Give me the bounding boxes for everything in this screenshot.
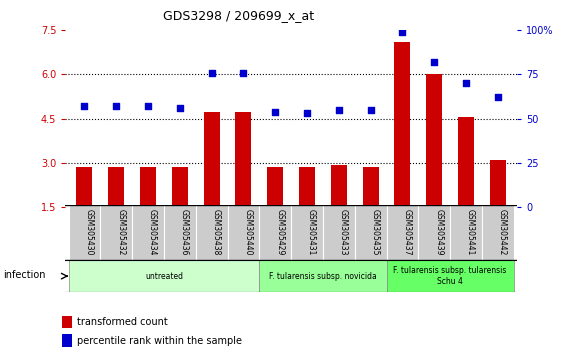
Bar — [260, 260, 386, 292]
Bar — [323, 205, 354, 260]
Text: transformed count: transformed count — [77, 317, 168, 327]
Bar — [172, 167, 188, 251]
Bar — [140, 167, 156, 251]
Point — [112, 103, 121, 109]
Bar — [418, 205, 450, 260]
Bar — [354, 205, 386, 260]
Bar — [260, 205, 291, 260]
Point — [207, 70, 216, 75]
Bar — [236, 112, 252, 251]
Bar — [69, 205, 101, 260]
Bar — [228, 205, 260, 260]
Bar — [268, 167, 283, 251]
Bar — [386, 260, 513, 292]
Bar — [299, 167, 315, 251]
Text: GSM305441: GSM305441 — [466, 209, 475, 256]
Bar — [196, 205, 228, 260]
Point — [80, 103, 89, 109]
Point — [461, 80, 470, 86]
Text: GSM305442: GSM305442 — [498, 209, 507, 256]
Text: GSM305437: GSM305437 — [402, 209, 411, 256]
Text: F. tularensis subsp. novicida: F. tularensis subsp. novicida — [269, 272, 377, 281]
Text: GSM305439: GSM305439 — [434, 209, 443, 256]
Point — [239, 70, 248, 75]
Bar — [482, 205, 513, 260]
Bar — [331, 165, 346, 251]
Bar — [204, 112, 220, 251]
Point — [144, 103, 153, 109]
Bar — [62, 316, 72, 329]
Bar — [458, 117, 474, 251]
Bar — [394, 42, 410, 251]
Bar — [426, 74, 442, 251]
Text: infection: infection — [3, 270, 45, 280]
Point — [302, 110, 311, 116]
Bar — [62, 334, 72, 347]
Text: GSM305430: GSM305430 — [85, 209, 93, 256]
Text: GSM305433: GSM305433 — [339, 209, 348, 256]
Text: GSM305434: GSM305434 — [148, 209, 157, 256]
Point — [176, 105, 185, 111]
Bar — [101, 205, 132, 260]
Point — [334, 107, 343, 113]
Bar — [69, 260, 260, 292]
Bar — [132, 205, 164, 260]
Text: percentile rank within the sample: percentile rank within the sample — [77, 336, 242, 346]
Text: GSM305435: GSM305435 — [370, 209, 379, 256]
Bar — [450, 205, 482, 260]
Bar — [362, 167, 378, 251]
Bar — [386, 205, 418, 260]
Text: GSM305432: GSM305432 — [116, 209, 125, 256]
Text: F. tularensis subsp. tularensis
Schu 4: F. tularensis subsp. tularensis Schu 4 — [394, 267, 507, 286]
Point — [493, 95, 502, 100]
Text: GSM305431: GSM305431 — [307, 209, 316, 256]
Point — [398, 29, 407, 35]
Text: GSM305429: GSM305429 — [275, 209, 284, 256]
Bar — [108, 167, 124, 251]
Text: GSM305438: GSM305438 — [212, 209, 220, 256]
Text: untreated: untreated — [145, 272, 183, 281]
Bar — [164, 205, 196, 260]
Text: GSM305436: GSM305436 — [180, 209, 189, 256]
Point — [366, 107, 375, 113]
Point — [429, 59, 438, 65]
Bar — [291, 205, 323, 260]
Bar — [490, 160, 506, 251]
Bar — [77, 167, 93, 251]
Text: GDS3298 / 209699_x_at: GDS3298 / 209699_x_at — [163, 9, 314, 22]
Point — [271, 109, 280, 114]
Text: GSM305440: GSM305440 — [244, 209, 252, 256]
